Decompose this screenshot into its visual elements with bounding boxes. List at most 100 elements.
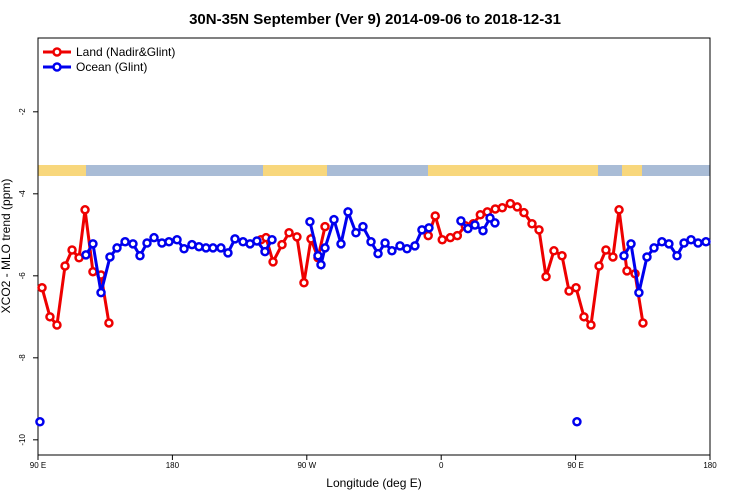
legend-marker xyxy=(52,47,62,57)
data-point xyxy=(277,239,287,250)
data-point xyxy=(81,250,91,260)
data-point xyxy=(80,205,90,215)
chart-title: 30N-35N September (Ver 9) 2014-09-06 to … xyxy=(189,11,561,28)
x-tick-label: 180 xyxy=(703,461,717,470)
data-point xyxy=(564,286,574,296)
legend-marker xyxy=(52,62,62,72)
data-point xyxy=(642,252,652,262)
y-tick-label: -10 xyxy=(18,433,27,445)
data-point xyxy=(387,246,397,256)
land-mask-strip xyxy=(38,165,710,176)
data-point xyxy=(410,241,420,251)
data-point xyxy=(571,282,581,293)
data-point xyxy=(60,261,70,271)
y-tick-label: -4 xyxy=(18,190,27,198)
data-point xyxy=(149,232,159,243)
legend-label: Land (Nadir&Glint) xyxy=(76,45,175,59)
data-point xyxy=(268,257,278,267)
data-point xyxy=(541,271,551,282)
data-point xyxy=(142,238,152,248)
data-point xyxy=(267,234,277,245)
data-point xyxy=(316,259,326,270)
data-point xyxy=(216,243,226,253)
data-point xyxy=(586,320,596,330)
data-point xyxy=(120,237,130,247)
data-point xyxy=(497,203,508,213)
x-tick-label: 90 E xyxy=(30,461,46,470)
data-point xyxy=(112,243,122,253)
data-point xyxy=(437,234,447,245)
data-point xyxy=(358,221,368,232)
data-point xyxy=(223,248,233,258)
series-line xyxy=(40,201,645,329)
data-point xyxy=(693,238,703,248)
data-point xyxy=(608,252,618,262)
x-tick-label: 90 E xyxy=(567,461,583,470)
data-point xyxy=(470,220,480,230)
data-point xyxy=(557,250,567,261)
x-axis-label: Longitude (deg E) xyxy=(326,476,421,490)
data-point xyxy=(329,214,339,225)
data-point xyxy=(601,245,611,255)
data-point xyxy=(614,205,624,215)
data-point xyxy=(478,225,488,236)
data-point xyxy=(260,246,270,257)
data-point xyxy=(512,202,522,212)
data-point xyxy=(284,228,294,238)
data-point xyxy=(320,221,330,232)
legend-label: Ocean (Glint) xyxy=(76,60,147,74)
data-point xyxy=(664,239,674,249)
y-tick-label: -2 xyxy=(18,108,27,116)
data-point xyxy=(679,238,689,248)
data-point xyxy=(105,252,115,262)
data-point xyxy=(67,245,77,255)
data-point xyxy=(135,250,145,261)
data-point xyxy=(634,287,644,298)
data-point xyxy=(701,237,711,247)
data-point xyxy=(430,211,440,221)
data-point xyxy=(456,216,466,226)
data-point xyxy=(649,243,659,253)
data-point xyxy=(164,237,174,247)
data-point xyxy=(320,243,330,253)
data-point xyxy=(638,318,648,328)
data-point xyxy=(622,266,632,276)
data-point xyxy=(35,417,45,427)
data-point xyxy=(549,246,559,256)
data-point xyxy=(88,266,98,277)
data-point xyxy=(351,228,361,238)
data-point xyxy=(452,230,463,241)
data-point xyxy=(305,216,315,227)
data-point xyxy=(252,236,262,246)
data-point xyxy=(37,282,47,293)
y-tick-label: -8 xyxy=(18,354,27,362)
data-point xyxy=(45,312,55,322)
data-point xyxy=(626,239,636,249)
plot-frame xyxy=(37,37,711,456)
data-point xyxy=(299,278,309,288)
data-point xyxy=(343,207,353,217)
data-point xyxy=(490,218,500,228)
data-point xyxy=(463,223,473,234)
data-point xyxy=(619,250,629,261)
series-line xyxy=(84,206,707,293)
x-tick-label: 180 xyxy=(166,461,180,470)
data-point xyxy=(104,318,114,328)
y-tick-label: -6 xyxy=(18,272,27,280)
data-point xyxy=(572,417,582,427)
data-point xyxy=(579,312,589,322)
data-point xyxy=(380,238,390,248)
data-point xyxy=(402,244,412,254)
data-point xyxy=(179,244,189,254)
data-point xyxy=(96,287,106,298)
data-point xyxy=(594,261,604,271)
data-point xyxy=(52,320,62,330)
data-point xyxy=(519,207,529,218)
x-tick-label: 0 xyxy=(439,461,444,470)
data-point xyxy=(128,239,138,249)
x-tick-label: 90 W xyxy=(297,461,316,470)
data-point xyxy=(534,225,544,235)
data-point xyxy=(686,234,696,245)
data-point xyxy=(336,239,346,249)
